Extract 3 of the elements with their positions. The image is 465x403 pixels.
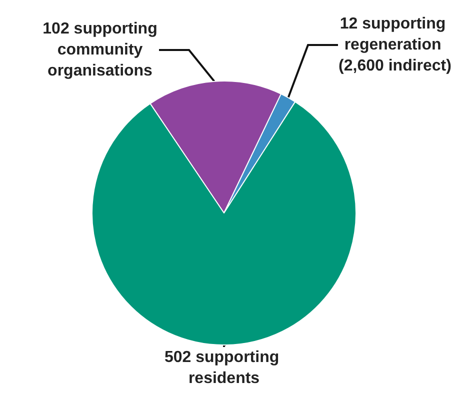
data-label: 502 supporting residents [164,349,284,387]
data-label: 102 supporting community organisations [42,20,158,80]
data-label: 12 supporting regeneration (2,600 indirect) [338,16,452,74]
